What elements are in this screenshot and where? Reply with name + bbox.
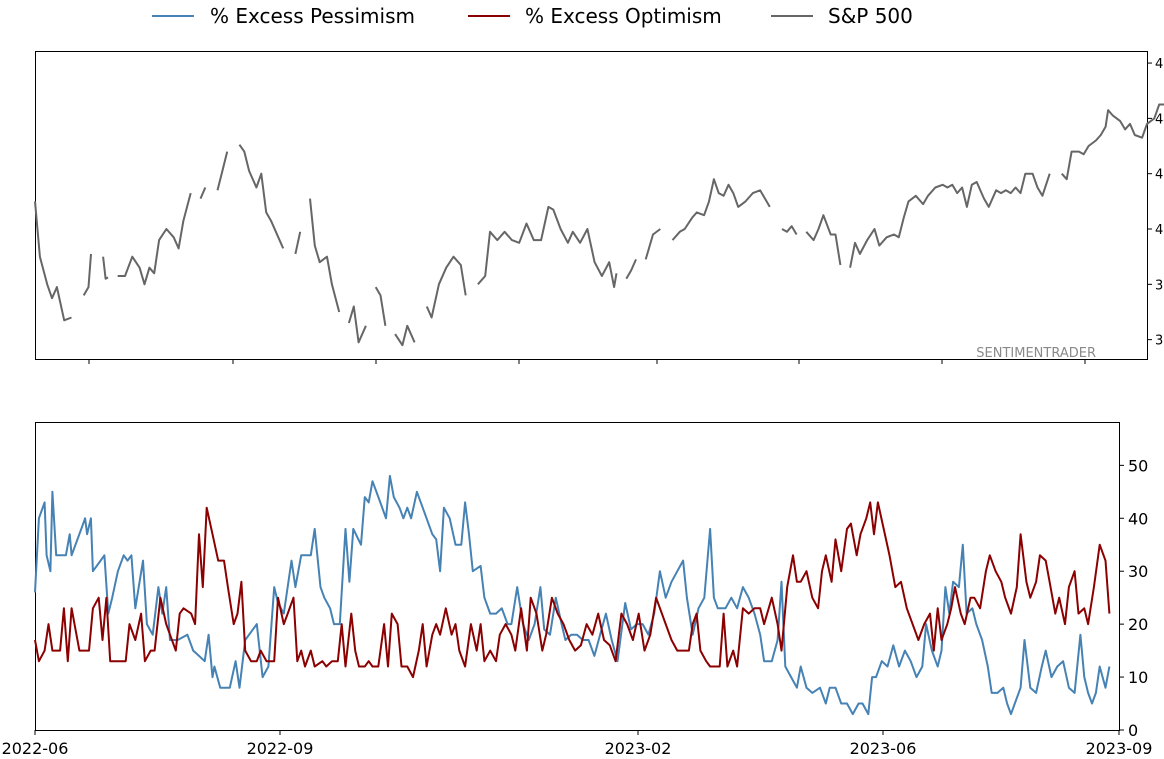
y-tick-label: 0 [1128,721,1138,740]
sp500-x-ticks [88,360,1086,364]
y-tick-label: 4000 [1155,223,1164,238]
legend: % Excess Pessimism % Excess Optimism S&P… [152,4,913,28]
y-tick-label: 3800 [1155,278,1164,293]
legend-label-sp500: S&P 500 [828,4,913,28]
y-tick-label: 4400 [1155,112,1164,127]
y-tick-label: 50 [1128,456,1148,475]
y-tick-label: 40 [1128,509,1148,528]
legend-label-optimism: % Excess Optimism [525,4,722,28]
legend-label-pessimism: % Excess Pessimism [210,4,415,28]
pessimism-line [34,474,1111,716]
x-tick-label: 2022-06 [2,739,69,758]
watermark: SENTIMENTRADER [976,346,1096,361]
y-tick-label: 4200 [1155,168,1164,183]
y-tick-label: 4600 [1155,57,1164,72]
sentiment-panel: 0 10 20 30 40 50 2022-06 2022-09 2023-02 2023-06… [2,422,1153,758]
x-tick-label: 2023-06 [850,739,917,758]
y-tick-label: 3600 [1155,334,1164,349]
sp500-plot-frame [35,51,1148,360]
sp500-line [34,103,1164,347]
x-tick-label: 2022-09 [247,739,314,758]
y-tick-label: 10 [1128,668,1148,687]
sentiment-y-axis: 0 10 20 30 40 50 [1119,456,1148,740]
y-tick-label: 20 [1128,615,1148,634]
sp500-panel: 3600 3800 4000 4200 4400 4600 SENTIMENTRADER [34,51,1164,364]
sp500-y-axis: 3600 3800 4000 4200 4400 4600 [1147,57,1164,349]
sp500-series-line [34,103,1164,347]
x-tick-label: 2023-09 [1086,739,1153,758]
x-tick-label: 2023-02 [605,739,672,758]
sentiment-x-axis: 2022-06 2022-09 2023-02 2023-06 2023-09 [2,730,1153,758]
sentiment-series-lines [34,474,1111,716]
optimism-line [34,501,1111,679]
y-tick-label: 30 [1128,562,1148,581]
